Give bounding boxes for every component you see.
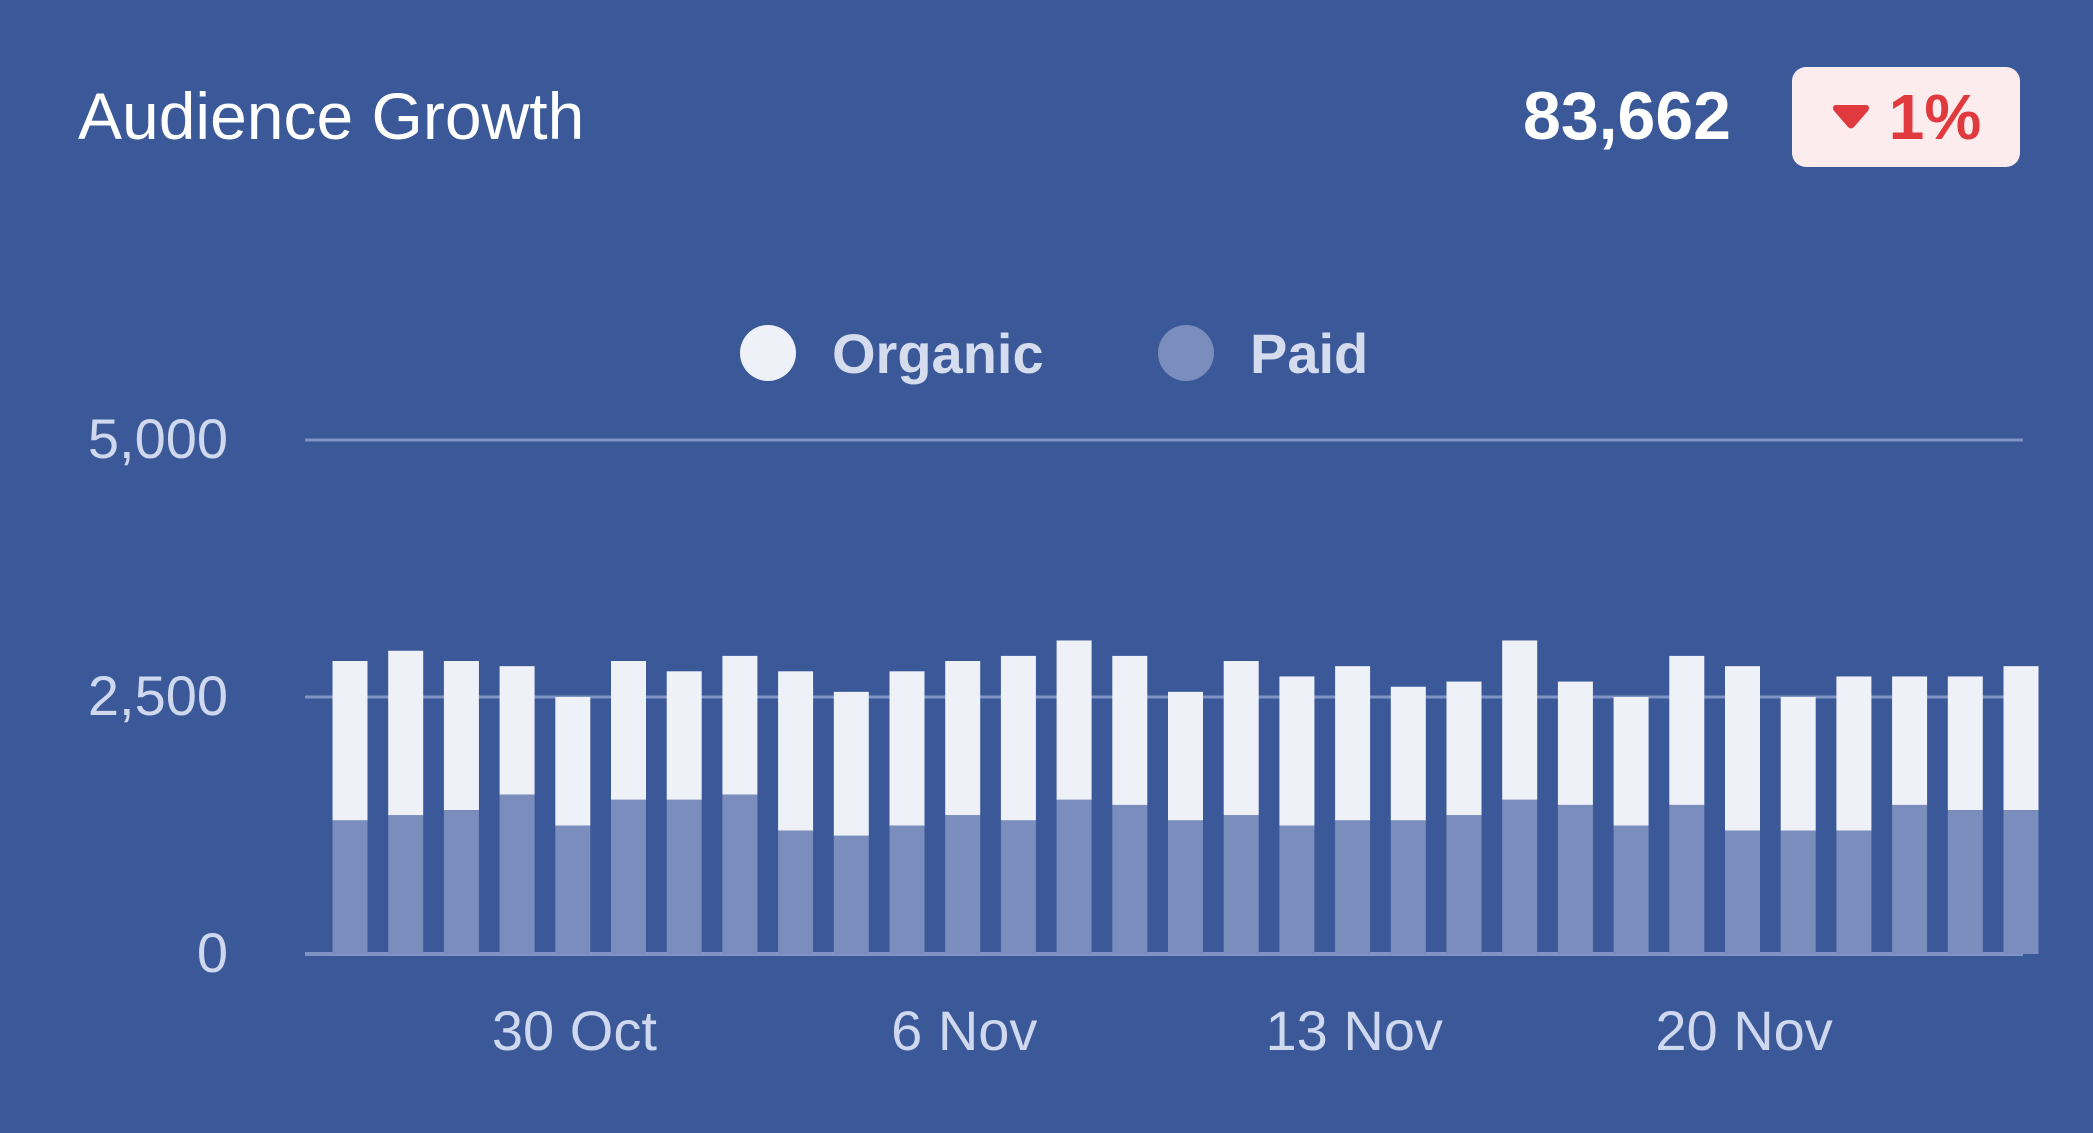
y-tick-label: 2,500	[88, 664, 228, 727]
y-tick-label: 5,000	[88, 407, 228, 470]
bar-organic	[1669, 655, 1705, 805]
bar-organic	[1279, 676, 1315, 826]
bar-organic	[1056, 640, 1092, 800]
bar-organic	[1168, 691, 1203, 821]
bar-paid	[1892, 804, 1928, 954]
bar-paid	[1279, 825, 1315, 954]
bar-paid	[2003, 810, 2039, 954]
bar-paid	[666, 799, 702, 954]
change-badge: 1%	[1792, 67, 2020, 167]
x-tick-label: 6 Nov	[891, 999, 1037, 1062]
bar-paid	[443, 810, 479, 954]
bar-paid	[1557, 804, 1593, 954]
bar-organic	[1613, 697, 1649, 826]
bar-paid	[1168, 820, 1203, 954]
bar-paid	[611, 799, 646, 954]
bar-organic	[778, 671, 814, 831]
caret-down-icon	[1832, 105, 1869, 129]
bar-organic	[499, 666, 535, 795]
bar-organic	[1947, 676, 1983, 811]
bar-organic	[611, 661, 646, 800]
x-tick-label: 20 Nov	[1655, 999, 1832, 1062]
bar-organic	[2003, 666, 2039, 811]
bar-paid	[722, 794, 758, 954]
chart-legend: Organic Paid	[0, 318, 2093, 388]
bar-paid	[1502, 799, 1538, 954]
bar-organic	[1892, 676, 1928, 805]
bar-organic	[388, 650, 424, 816]
bar-paid	[945, 815, 981, 954]
legend-label-organic: Organic	[832, 321, 1044, 385]
bar-organic	[1335, 666, 1371, 821]
bar-paid	[1056, 799, 1092, 954]
bar-organic	[332, 661, 368, 821]
bar-organic	[1446, 681, 1482, 816]
bar-organic	[833, 691, 869, 836]
bar-organic	[722, 655, 758, 795]
bar-paid	[1335, 820, 1371, 954]
bar-organic	[1780, 697, 1816, 831]
bar-paid	[1613, 825, 1649, 954]
bar-paid	[332, 820, 368, 954]
bar-paid	[555, 825, 591, 954]
change-percent: 1%	[1888, 81, 1982, 153]
bar-organic	[1112, 655, 1148, 805]
bar-organic	[889, 671, 925, 826]
bar-organic	[1223, 661, 1259, 816]
bar-paid	[1390, 820, 1426, 954]
total-audience-value: 83,662	[1523, 78, 1731, 154]
bar-organic	[1000, 655, 1036, 821]
bar-organic	[945, 661, 981, 816]
x-tick-label: 13 Nov	[1265, 999, 1442, 1062]
bar-organic	[443, 661, 479, 811]
bar-organic	[666, 671, 702, 800]
bar-paid	[1947, 810, 1983, 954]
legend-item-paid[interactable]: Paid	[1158, 318, 1368, 388]
bar-paid	[388, 815, 424, 954]
y-tick-label: 0	[197, 921, 228, 984]
bar-organic	[1557, 681, 1593, 805]
bar-paid	[778, 830, 814, 954]
bar-paid	[1836, 830, 1872, 954]
bar-organic	[1725, 666, 1760, 831]
bar-paid	[889, 825, 925, 954]
card-title: Audience Growth	[78, 79, 585, 153]
bar-paid	[1446, 815, 1482, 954]
legend-label-paid: Paid	[1250, 321, 1369, 385]
bar-organic	[555, 697, 591, 826]
bar-paid	[1223, 815, 1259, 954]
bar-paid	[833, 835, 869, 954]
x-tick-label: 30 Oct	[492, 999, 657, 1062]
legend-swatch-paid	[1158, 325, 1214, 381]
legend-swatch-organic	[740, 325, 796, 381]
bar-organic	[1502, 640, 1538, 800]
bar-paid	[499, 794, 535, 954]
bar-organic	[1390, 686, 1426, 821]
bar-organic	[1836, 676, 1872, 831]
legend-item-organic[interactable]: Organic	[740, 318, 1044, 388]
bar-paid	[1780, 830, 1816, 954]
bar-paid	[1000, 820, 1036, 954]
bar-paid	[1669, 804, 1705, 954]
bar-paid	[1112, 804, 1148, 954]
bar-paid	[1725, 830, 1760, 954]
